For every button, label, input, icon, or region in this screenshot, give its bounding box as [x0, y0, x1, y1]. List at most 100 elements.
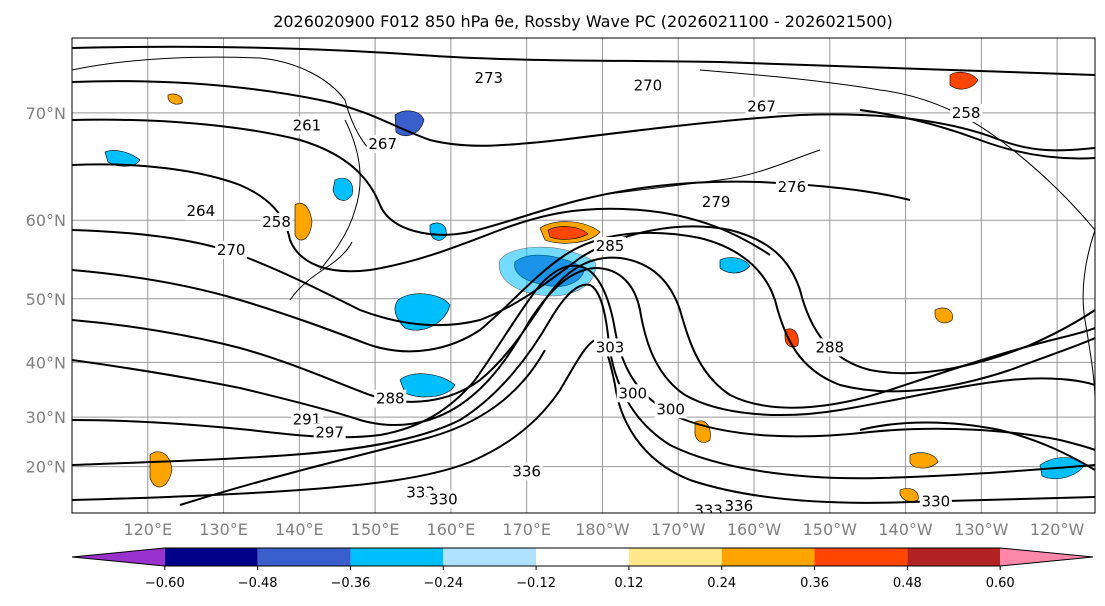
negative-anomaly-blob	[394, 293, 451, 331]
colorbar-tick-label: −0.36	[331, 576, 371, 591]
theta-e-contour	[859, 109, 1095, 160]
theta-e-contour	[72, 256, 1095, 409]
contour-label: 273	[474, 69, 503, 87]
positive-anomaly-blob	[167, 93, 183, 105]
contour-label-background	[722, 497, 755, 513]
latitude-label: 40°N	[26, 353, 66, 372]
colorbar-tick-label: 0.36	[800, 576, 829, 591]
contour-label-background	[745, 97, 778, 116]
positive-anomaly-blob	[899, 488, 919, 502]
latitude-label: 20°N	[26, 458, 66, 477]
colorbar-swatch	[72, 548, 165, 566]
colorbar-swatch	[443, 548, 537, 566]
colorbar-tick-label: 0.48	[893, 576, 922, 591]
contour-label-background	[290, 116, 323, 135]
contour-label: 270	[217, 241, 246, 259]
contour-label: 297	[315, 423, 344, 441]
longitude-label: 150°W	[803, 520, 858, 539]
theta-e-contour	[72, 118, 911, 236]
contour-label-background	[472, 69, 505, 88]
contour-label-background	[215, 241, 248, 260]
colorbar-swatch	[814, 548, 908, 566]
contour-label-background	[594, 236, 627, 255]
contour-label-background	[775, 178, 808, 197]
contour-label-background	[313, 423, 346, 442]
colorbar-swatch	[628, 548, 722, 566]
contour-label-background	[594, 338, 627, 357]
longitude-label: 160°W	[727, 520, 782, 539]
longitude-label: 170°W	[651, 520, 706, 539]
theta-e-contour	[72, 266, 1095, 426]
contour-labels: 273 270 261 267 267 258 258 264 270 279 276 285 303 2…	[184, 69, 983, 520]
theta-e-contour	[72, 45, 1095, 76]
contour-label: 258	[262, 213, 291, 231]
aleutian-islands	[599, 149, 821, 196]
contour-label-background	[692, 501, 725, 513]
positive-anomaly-blob	[949, 71, 979, 90]
longitude-label: 120°W	[1030, 520, 1085, 539]
contour-label-background	[374, 389, 407, 408]
contour-label-background	[427, 490, 460, 509]
longitude-label: 130°W	[954, 520, 1009, 539]
negative-anomaly-blob	[429, 222, 447, 241]
positive-anomaly-blob	[784, 328, 799, 348]
contour-label-background	[700, 192, 733, 211]
contour-label: 303	[596, 338, 625, 356]
coastline-north-america	[1082, 229, 1095, 401]
contour-label: 285	[596, 237, 625, 255]
positive-anomaly-blob	[909, 452, 939, 469]
longitude-label: 140°W	[878, 520, 933, 539]
colorbar-tick-label: −0.24	[423, 576, 463, 591]
longitude-label: 170°E	[502, 520, 551, 539]
colorbar-swatch	[907, 548, 1001, 566]
map-panel: 273 270 261 267 267 258 258 264 270 279 276 285 303 2…	[71, 37, 1096, 520]
coastline-asia	[72, 56, 371, 151]
colorbar-tick-label: −0.12	[516, 576, 556, 591]
colorbar-swatch	[350, 548, 444, 566]
figure-title: 2026020900 F012 850 hPa θe, Rossby Wave …	[273, 12, 893, 31]
contour-label: 258	[952, 104, 981, 122]
colorbar-swatch	[721, 548, 815, 566]
colorbar-tick-label: −0.60	[145, 576, 185, 591]
positive-anomaly-blob	[547, 226, 589, 240]
colorbar-swatch	[257, 548, 351, 566]
contour-label: 261	[293, 117, 322, 135]
latitude-labels: 70°N 60°N 50°N 40°N 30°N 20°N	[26, 104, 66, 477]
theta-e-contour	[72, 264, 1095, 451]
contour-label: 300	[618, 384, 647, 402]
theta-e-contour	[859, 421, 1095, 471]
contour-label: 333	[694, 502, 723, 520]
rossby-wave-pc-shading	[104, 71, 1086, 502]
contour-label-background	[184, 202, 217, 221]
contour-label-background	[260, 213, 293, 232]
contour-label: 279	[702, 193, 731, 211]
colorbar-tick-label: 0.60	[986, 576, 1015, 591]
contour-label: 276	[778, 178, 807, 196]
colorbar-tick-label: 0.24	[707, 576, 736, 591]
map-frame	[71, 37, 1096, 514]
positive-anomaly-blob	[934, 307, 953, 324]
contour-label: 330	[922, 493, 951, 511]
contour-label-background	[631, 76, 664, 95]
contour-label: 288	[815, 338, 844, 356]
colorbar-tick-label: 0.12	[614, 576, 643, 591]
latitude-label: 70°N	[26, 104, 66, 123]
colorbar-swatch	[1000, 548, 1093, 566]
contour-label: 300	[656, 400, 685, 418]
contour-label-background	[919, 492, 952, 511]
theta-e-contour	[72, 80, 1095, 152]
negative-anomaly-blob	[719, 257, 751, 274]
colorbar-tick-label: −0.48	[238, 576, 278, 591]
contour-label-background	[616, 384, 649, 403]
contour-label-background	[950, 103, 983, 122]
negative-anomaly-blob	[332, 177, 353, 201]
latitude-label: 50°N	[26, 290, 66, 309]
coastline-alaska	[699, 69, 1095, 231]
longitude-label: 130°E	[199, 520, 248, 539]
coastline-japan	[289, 241, 353, 301]
longitude-label: 150°E	[351, 520, 400, 539]
contour-label: 267	[368, 135, 397, 153]
longitude-label: 140°E	[275, 520, 324, 539]
contour-label: 330	[429, 490, 458, 508]
